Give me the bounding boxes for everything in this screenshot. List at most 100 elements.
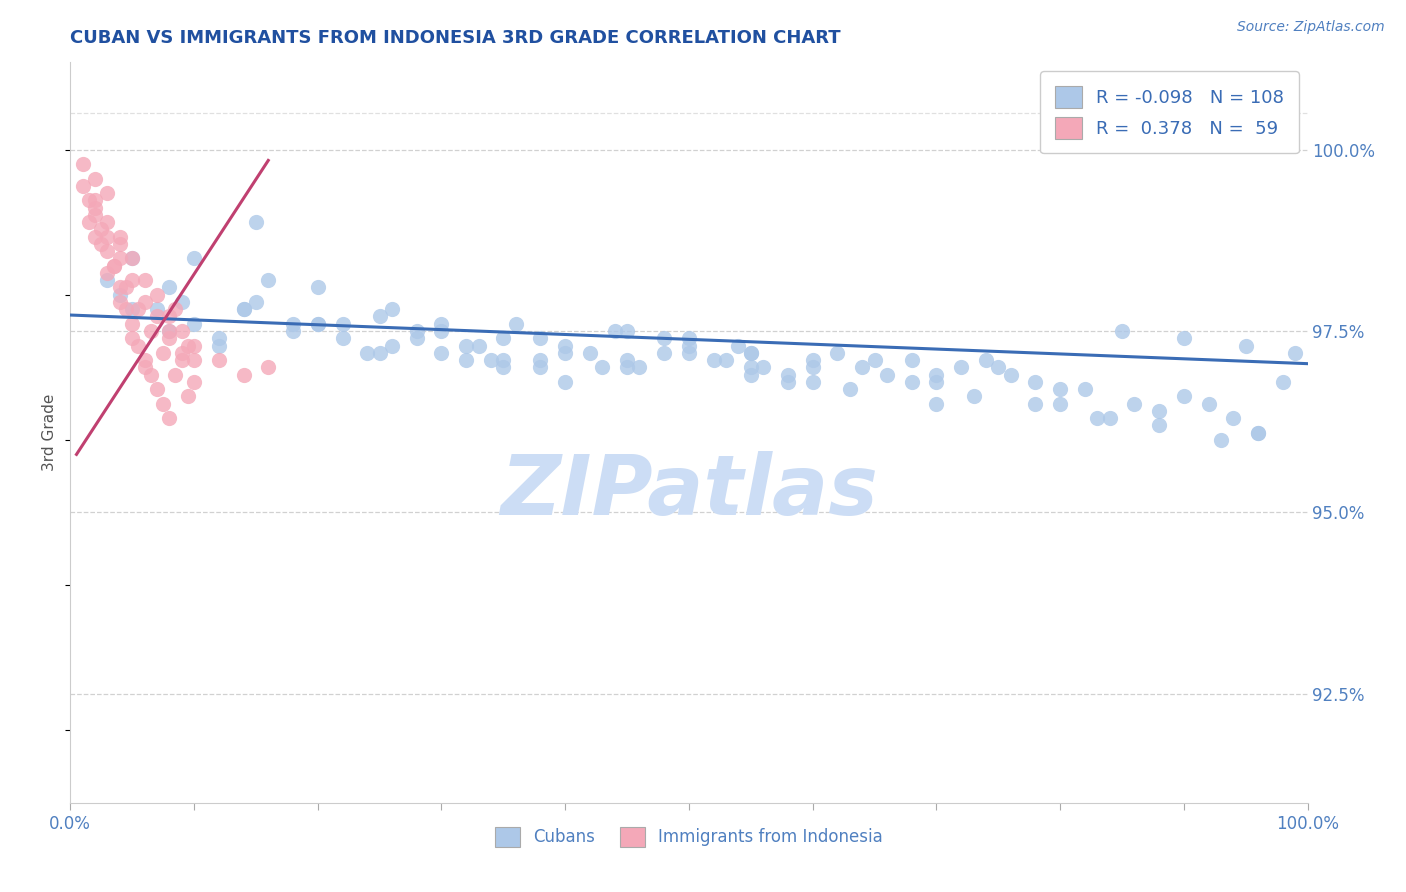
Point — [281, 324, 304, 338]
Point — [801, 375, 824, 389]
Point — [368, 345, 391, 359]
Legend: Cubans, Immigrants from Indonesia: Cubans, Immigrants from Indonesia — [488, 820, 890, 854]
Point — [108, 252, 131, 266]
Text: ZIPatlas: ZIPatlas — [501, 451, 877, 533]
Point — [492, 331, 515, 345]
Point — [170, 295, 193, 310]
Point — [146, 302, 169, 317]
Point — [479, 353, 502, 368]
Point — [1085, 411, 1108, 425]
Point — [96, 273, 118, 287]
Point — [165, 302, 187, 317]
Point — [456, 338, 478, 352]
Text: CUBAN VS IMMIGRANTS FROM INDONESIA 3RD GRADE CORRELATION CHART: CUBAN VS IMMIGRANTS FROM INDONESIA 3RD G… — [70, 29, 841, 47]
Point — [127, 338, 149, 352]
Point — [281, 317, 304, 331]
Point — [134, 360, 156, 375]
Point — [714, 353, 737, 368]
Point — [962, 389, 984, 403]
Point — [134, 273, 156, 287]
Point — [1024, 396, 1046, 410]
Point — [1247, 425, 1270, 440]
Point — [1074, 382, 1097, 396]
Point — [146, 382, 169, 396]
Point — [851, 360, 873, 375]
Point — [827, 345, 849, 359]
Point — [381, 338, 404, 352]
Point — [307, 280, 329, 294]
Point — [1271, 375, 1294, 389]
Point — [1098, 411, 1121, 425]
Point — [183, 252, 205, 266]
Point — [703, 353, 725, 368]
Point — [492, 360, 515, 375]
Point — [121, 252, 143, 266]
Point — [405, 324, 427, 338]
Point — [108, 236, 131, 251]
Point — [157, 331, 180, 345]
Point — [430, 324, 453, 338]
Point — [430, 345, 453, 359]
Point — [146, 287, 169, 301]
Point — [183, 317, 205, 331]
Point — [96, 186, 118, 200]
Point — [740, 345, 762, 359]
Point — [925, 368, 948, 382]
Point — [529, 353, 551, 368]
Point — [183, 353, 205, 368]
Point — [108, 229, 131, 244]
Point — [152, 396, 174, 410]
Point — [603, 324, 626, 338]
Point — [96, 229, 118, 244]
Point — [1024, 375, 1046, 389]
Point — [232, 302, 254, 317]
Point — [1147, 404, 1170, 418]
Point — [616, 353, 638, 368]
Point — [90, 222, 112, 236]
Point — [84, 201, 107, 215]
Point — [84, 208, 107, 222]
Point — [72, 157, 94, 171]
Point — [115, 302, 138, 317]
Point — [208, 338, 231, 352]
Point — [157, 324, 180, 338]
Point — [776, 368, 799, 382]
Point — [170, 345, 193, 359]
Point — [900, 375, 922, 389]
Point — [987, 360, 1010, 375]
Point — [776, 375, 799, 389]
Point — [170, 324, 193, 338]
Point — [183, 338, 205, 352]
Point — [307, 317, 329, 331]
Point — [430, 317, 453, 331]
Point — [103, 259, 125, 273]
Point — [1198, 396, 1220, 410]
Point — [245, 295, 267, 310]
Point — [1111, 324, 1133, 338]
Point — [96, 244, 118, 259]
Point — [170, 353, 193, 368]
Point — [177, 338, 200, 352]
Point — [307, 317, 329, 331]
Point — [208, 353, 231, 368]
Point — [157, 324, 180, 338]
Point — [678, 331, 700, 345]
Point — [257, 360, 280, 375]
Point — [84, 194, 107, 208]
Point — [152, 345, 174, 359]
Point — [356, 345, 378, 359]
Point — [84, 229, 107, 244]
Point — [1173, 389, 1195, 403]
Point — [740, 360, 762, 375]
Point — [157, 280, 180, 294]
Point — [1284, 345, 1306, 359]
Point — [121, 302, 143, 317]
Point — [139, 324, 162, 338]
Point — [801, 360, 824, 375]
Point — [678, 338, 700, 352]
Text: Source: ZipAtlas.com: Source: ZipAtlas.com — [1237, 20, 1385, 34]
Point — [157, 310, 180, 324]
Point — [84, 171, 107, 186]
Point — [1209, 433, 1232, 447]
Point — [950, 360, 973, 375]
